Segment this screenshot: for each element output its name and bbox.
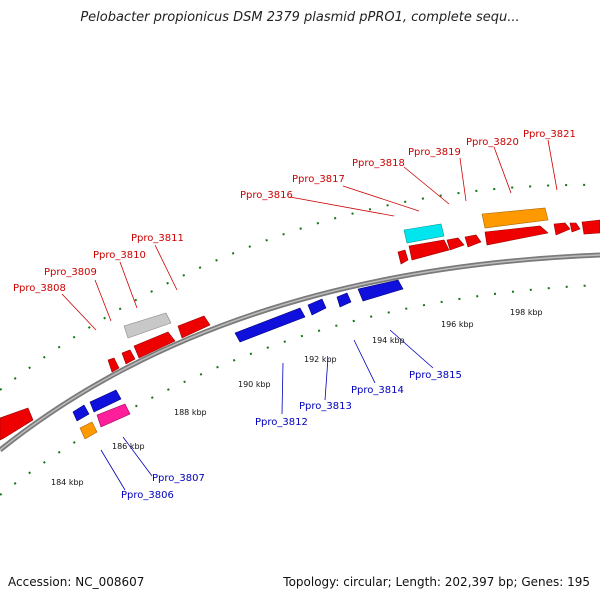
gene-label[interactable]: Ppro_3809 <box>44 267 97 278</box>
forward-leaders <box>61 139 558 331</box>
gene-arrow[interactable] <box>107 357 120 373</box>
gene-arrow[interactable] <box>177 315 211 339</box>
gene-label[interactable]: Ppro_3816 <box>240 190 293 201</box>
gene-label[interactable]: Ppro_3808 <box>13 283 66 294</box>
gene-highlight-orange[interactable] <box>481 207 549 229</box>
gene-label[interactable]: Ppro_3806 <box>121 490 174 501</box>
topology-summary: Topology: circular; Length: 202,397 bp; … <box>283 575 590 589</box>
gene-label[interactable]: Ppro_3815 <box>409 370 462 381</box>
map-title: Pelobacter propionicus DSM 2379 plasmid … <box>80 10 520 25</box>
gene-arrow[interactable] <box>0 407 34 441</box>
gene-label[interactable]: Ppro_3819 <box>408 147 461 158</box>
gene-arrow[interactable] <box>234 307 306 343</box>
gene-arrow[interactable] <box>357 279 404 302</box>
gene-arrow[interactable] <box>581 219 600 235</box>
gene-label[interactable]: Ppro_3821 <box>523 129 576 140</box>
kbp-label: 186 kbp <box>112 442 145 451</box>
gene-label[interactable]: Ppro_3820 <box>466 137 519 148</box>
gene-label[interactable]: Ppro_3818 <box>352 158 405 169</box>
kbp-label: 194 kbp <box>372 336 405 345</box>
gene-arrow[interactable] <box>464 234 482 248</box>
forward-genes <box>0 219 600 441</box>
kbp-label: 190 kbp <box>238 380 271 389</box>
reverse-leaders <box>100 329 434 491</box>
kbp-label: 192 kbp <box>304 355 337 364</box>
gene-arrow[interactable] <box>484 225 549 246</box>
gene-arrow[interactable] <box>89 389 122 413</box>
kbp-label: 188 kbp <box>174 408 207 417</box>
gene-arrow[interactable] <box>72 404 90 422</box>
gene-label[interactable]: Ppro_3812 <box>255 417 308 428</box>
gene-arrow[interactable] <box>553 222 571 236</box>
gene-arrow[interactable] <box>121 349 136 365</box>
gene-arrow[interactable] <box>133 331 176 359</box>
gene-label[interactable]: Ppro_3811 <box>131 233 184 244</box>
gene-label[interactable]: Ppro_3817 <box>292 174 345 185</box>
kbp-label: 198 kbp <box>510 308 543 317</box>
gene-arrow[interactable] <box>569 222 581 233</box>
gene-label[interactable]: Ppro_3810 <box>93 250 146 261</box>
gene-highlight-cyan[interactable] <box>403 223 445 244</box>
gene-arrow[interactable] <box>397 249 409 265</box>
gene-label[interactable]: Ppro_3814 <box>351 385 404 396</box>
gene-arrow[interactable] <box>307 298 327 316</box>
gene-label[interactable]: Ppro_3807 <box>152 473 205 484</box>
gene-highlight-pink[interactable] <box>96 403 131 428</box>
reverse-genes <box>72 279 404 422</box>
kbp-label: 196 kbp <box>441 320 474 329</box>
accession-text: Accession: NC_008607 <box>8 575 145 589</box>
gene-arrow[interactable] <box>446 237 465 251</box>
gene-highlight-gray[interactable] <box>123 312 172 339</box>
gene-arrow[interactable] <box>336 292 352 308</box>
gene-highlight-orange-small[interactable] <box>79 421 98 440</box>
gene-arrow[interactable] <box>408 239 450 261</box>
kbp-label: 184 kbp <box>51 478 84 487</box>
gene-label[interactable]: Ppro_3813 <box>299 401 352 412</box>
